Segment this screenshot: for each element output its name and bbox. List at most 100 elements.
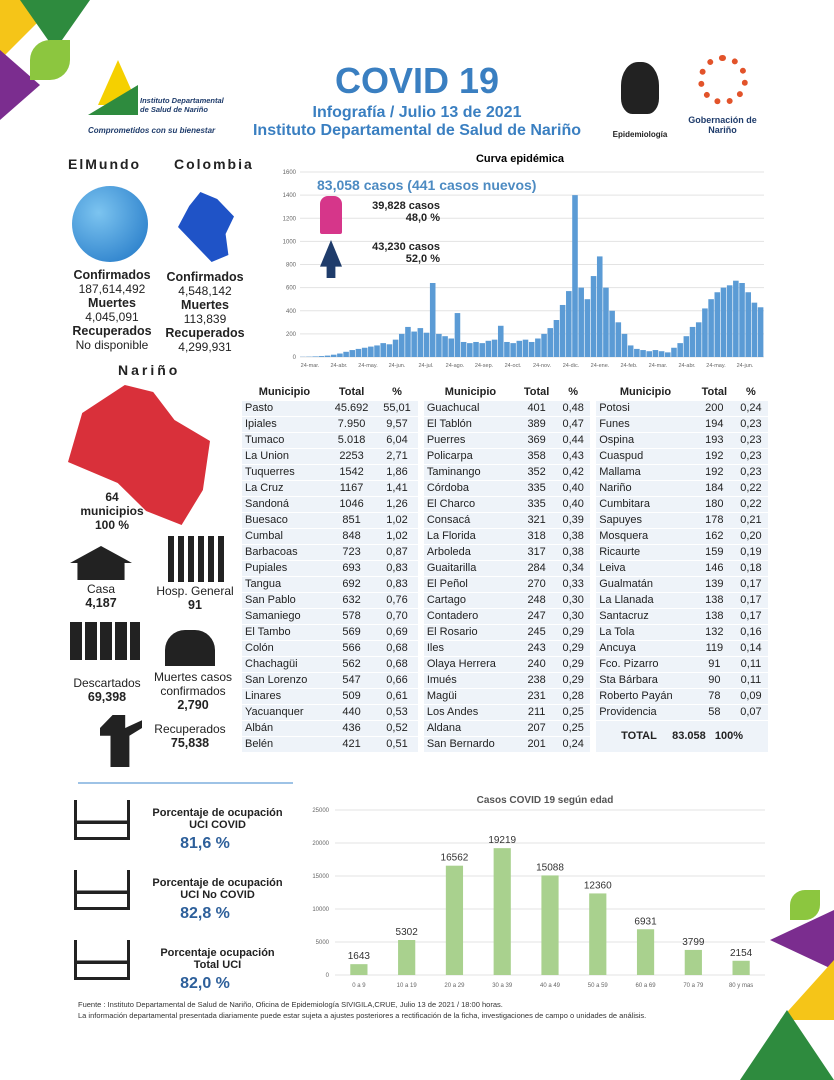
bar <box>720 287 727 357</box>
column-header: % <box>556 384 591 401</box>
table-row: El Tambo 569 0,69 El Rosario 245 0,29 La Tola 1… <box>242 624 768 641</box>
table-cell: 0,48 <box>556 400 591 417</box>
table-cell: 566 <box>326 640 377 657</box>
colombia-map-icon <box>178 192 234 262</box>
bar <box>491 339 498 357</box>
table-cell: 138 <box>694 608 734 625</box>
table-cell: Tangua <box>242 576 327 593</box>
footer-source: Fuente : Instituto Departamental de Salu… <box>78 1000 503 1009</box>
table-cell: Providencia <box>596 704 695 721</box>
table-cell: 0,24 <box>556 736 591 753</box>
table-cell: Gualmatán <box>596 576 695 593</box>
bar <box>467 343 473 357</box>
table-cell: Puerres <box>423 432 518 449</box>
table-cell: 45.692 <box>326 400 377 417</box>
table-cell: 0,29 <box>556 656 591 673</box>
colombia-title: Colombia <box>174 156 254 172</box>
table-cell: 0,17 <box>733 608 768 625</box>
table-cell: Belén <box>242 736 327 753</box>
x-tick-label: 24-jun. <box>737 363 754 369</box>
x-tick-label: 24-jul. <box>419 363 434 369</box>
table-cell: Roberto Payán <box>596 688 695 705</box>
table-cell: Guachucal <box>423 400 518 417</box>
bar <box>454 313 461 357</box>
uci-label: Porcentaje de ocupación UCI No COVID <box>152 877 283 901</box>
column-header: Municipio <box>242 384 327 401</box>
table-cell: Pasto <box>242 400 327 417</box>
x-tick-label: 10 a 19 <box>397 983 418 989</box>
table-cell: 0,23 <box>733 432 768 449</box>
table-cell: 193 <box>694 432 734 449</box>
y-tick-label: 10000 <box>312 907 329 913</box>
table-cell: 0,44 <box>556 432 591 449</box>
bar <box>337 353 343 357</box>
table-cell: 0,14 <box>733 640 768 657</box>
table-cell: 1,02 <box>376 528 418 545</box>
male-icon <box>320 196 342 234</box>
bar <box>603 287 609 357</box>
table-cell: 848 <box>326 528 377 545</box>
x-tick-label: 24-sep. <box>475 363 494 369</box>
table-cell: Sta Bárbara <box>596 672 695 689</box>
table-cell: El Charco <box>423 496 518 513</box>
table-cell: 0,22 <box>733 496 768 513</box>
x-tick-label: 30 a 39 <box>492 983 513 989</box>
table-cell: 240 <box>517 656 557 673</box>
bar <box>349 350 356 357</box>
bar <box>386 344 393 357</box>
x-tick-label: 24-mar. <box>301 363 320 369</box>
table-cell: 58 <box>694 704 734 721</box>
world-stats: Confirmados 187,614,492 Muertes 4,045,091 … <box>72 268 152 352</box>
divider <box>78 782 293 784</box>
table-cell: Taminango <box>423 464 518 481</box>
table-cell: 139 <box>694 576 734 593</box>
uci-value: 82,0 % <box>180 975 230 992</box>
bar <box>671 347 677 357</box>
table-cell: 0,29 <box>556 640 591 657</box>
table-cell: 211 <box>517 704 557 721</box>
bar <box>596 256 603 357</box>
table-cell: 352 <box>517 464 557 481</box>
table-cell: San Bernardo <box>423 736 518 753</box>
uci-value: 82,8 % <box>180 905 230 922</box>
bar <box>429 283 436 357</box>
table-cell: 248 <box>517 592 557 609</box>
bar <box>485 340 492 357</box>
y-tick-label: 400 <box>286 309 297 315</box>
table-cell: 0,25 <box>556 720 591 737</box>
table-cell: Tumaco <box>242 432 327 449</box>
table-cell: Santacruz <box>596 608 695 625</box>
municipios-count: 64 municipios 100 % <box>80 490 144 532</box>
bar <box>572 195 578 357</box>
table-cell: 192 <box>694 464 734 481</box>
table-cell: Cuaspud <box>596 448 695 465</box>
data-label: 1643 <box>348 951 371 962</box>
bar <box>541 333 547 357</box>
table-cell: 138 <box>694 592 734 609</box>
hospital-bed-icon <box>74 870 130 910</box>
table-cell: Consacá <box>423 512 518 529</box>
table-cell: Iles <box>423 640 518 657</box>
table-cell: 0,30 <box>556 608 591 625</box>
bar <box>745 292 752 357</box>
table-cell: 317 <box>517 544 557 561</box>
table-cell: 9,57 <box>376 416 418 433</box>
table-cell: 284 <box>517 560 557 577</box>
table-cell: 0,22 <box>733 480 768 497</box>
bar <box>479 343 485 357</box>
table-cell: 0,51 <box>376 736 418 753</box>
bar <box>609 310 615 357</box>
table-cell: 0,23 <box>733 448 768 465</box>
table-cell: 358 <box>517 448 557 465</box>
bar <box>374 345 380 357</box>
table-cell: La Union <box>242 448 327 465</box>
bar <box>677 343 683 357</box>
table-cell: Chachagüi <box>242 656 327 673</box>
institution-name: Instituto Departamental de Salud de Nari… <box>252 122 582 139</box>
total-cases: 83,058 casos (441 casos nuevos) <box>317 177 537 193</box>
table-cell: Ricaurte <box>596 544 695 561</box>
bar <box>361 347 368 357</box>
bar <box>733 280 739 357</box>
x-tick-label: 24-feb. <box>620 363 638 369</box>
table-cell: Potosi <box>596 400 695 417</box>
